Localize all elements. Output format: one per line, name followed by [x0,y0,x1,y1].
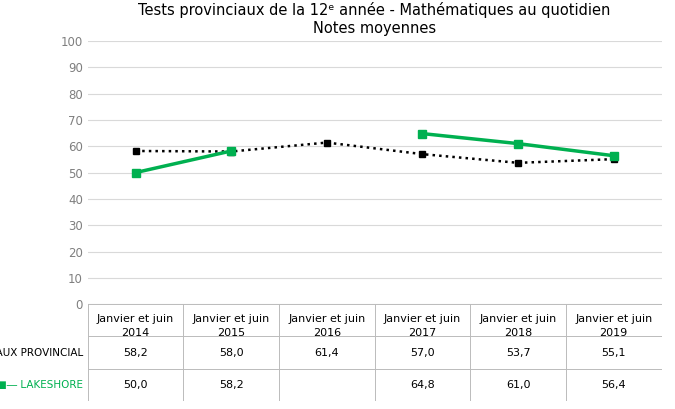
Text: 58,0: 58,0 [219,348,244,357]
Text: Janvier et juin: Janvier et juin [479,314,557,324]
Text: 2018: 2018 [504,328,532,338]
Text: 56,4: 56,4 [601,380,626,390]
Text: 2017: 2017 [408,328,437,338]
Title: Tests provinciaux de la 12ᵉ année - Mathématiques au quotidien
Notes moyennes: Tests provinciaux de la 12ᵉ année - Math… [138,2,611,36]
Text: 61,0: 61,0 [506,380,531,390]
Text: 2015: 2015 [217,328,245,338]
Text: 64,8: 64,8 [410,380,435,390]
Text: 50,0: 50,0 [124,380,148,390]
Text: 2016: 2016 [313,328,341,338]
Text: 57,0: 57,0 [410,348,435,357]
Text: 58,2: 58,2 [123,348,148,357]
Text: 53,7: 53,7 [506,348,531,357]
Text: 55,1: 55,1 [601,348,626,357]
Text: Janvier et juin: Janvier et juin [575,314,652,324]
Text: 2014: 2014 [122,328,150,338]
Text: 58,2: 58,2 [219,380,244,390]
Text: Janvier et juin: Janvier et juin [192,314,270,324]
Text: ■··· TAUX PROVINCIAL: ■··· TAUX PROVINCIAL [0,348,83,357]
Text: 61,4: 61,4 [315,348,339,357]
Text: Janvier et juin: Janvier et juin [288,314,365,324]
Text: Janvier et juin: Janvier et juin [384,314,461,324]
Text: Janvier et juin: Janvier et juin [97,314,174,324]
Text: 2019: 2019 [599,328,628,338]
Text: ■― LAKESHORE: ■― LAKESHORE [0,380,83,390]
